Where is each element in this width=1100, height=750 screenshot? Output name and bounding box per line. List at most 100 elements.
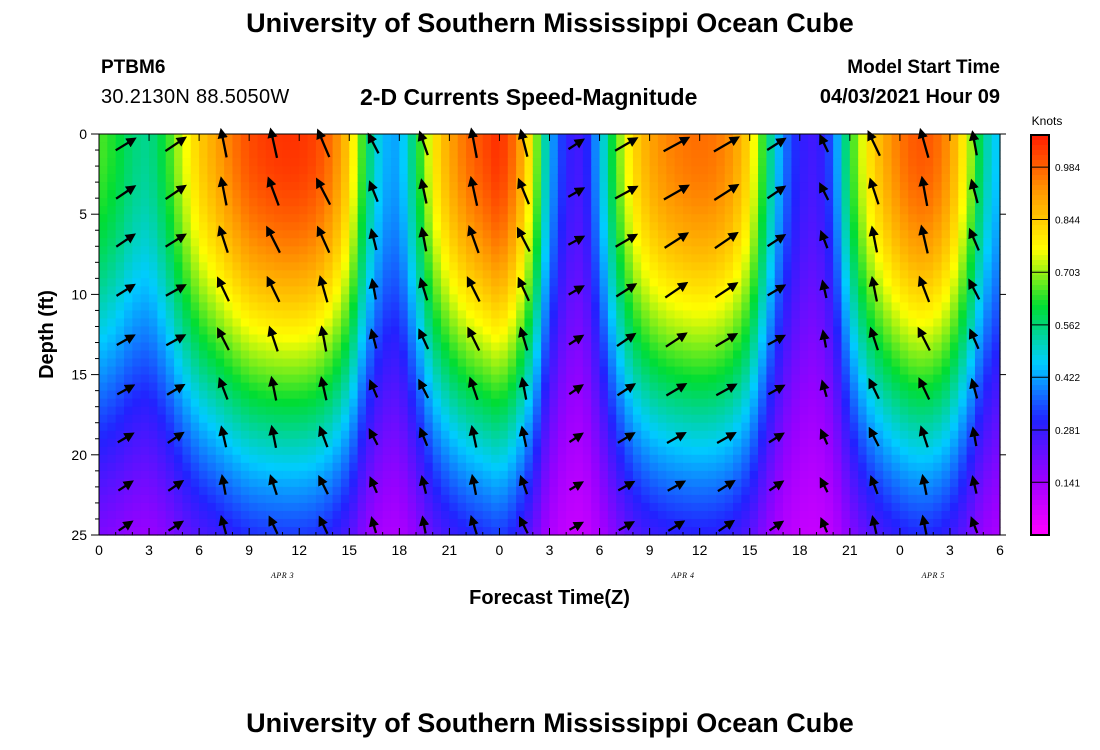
heatmap-cell	[674, 502, 684, 512]
heatmap-cell	[833, 310, 843, 320]
heatmap-cell	[524, 190, 534, 199]
heatmap-cell	[182, 454, 192, 464]
heatmap-cell	[899, 406, 909, 416]
heatmap-cell	[365, 158, 375, 167]
heatmap-cell	[866, 502, 876, 512]
heatmap-cell	[766, 390, 776, 400]
heatmap-cell	[549, 206, 559, 215]
heatmap-cell	[908, 198, 918, 207]
heatmap-cell	[582, 430, 592, 440]
heatmap-cell	[607, 158, 617, 167]
heatmap-cell	[858, 270, 868, 279]
heatmap-cell	[566, 166, 576, 175]
heatmap-cell	[140, 422, 150, 432]
heatmap-cell	[365, 462, 375, 472]
heatmap-cell	[274, 190, 284, 199]
heatmap-cell	[149, 422, 158, 432]
heatmap-cell	[199, 206, 209, 215]
heatmap-cell	[282, 374, 292, 384]
heatmap-cell	[507, 230, 517, 239]
heatmap-cell	[290, 470, 300, 480]
heatmap-cell	[849, 166, 859, 175]
heatmap-cell	[399, 358, 409, 368]
heatmap-cell	[891, 374, 901, 384]
heatmap-cell	[307, 158, 317, 167]
heatmap-cell	[390, 438, 400, 448]
heatmap-cell	[674, 374, 684, 384]
heatmap-cell	[733, 158, 742, 167]
heatmap-cell	[199, 518, 209, 528]
heatmap-cell	[182, 414, 192, 424]
heatmap-cell	[157, 286, 167, 295]
heatmap-cell	[382, 326, 392, 336]
heatmap-cell	[682, 206, 692, 215]
heatmap-cell	[808, 166, 818, 175]
heatmap-cell	[224, 382, 234, 392]
heatmap-cell	[149, 270, 158, 279]
heatmap-cell	[791, 366, 801, 376]
heatmap-cell	[182, 198, 192, 207]
heatmap-cell	[774, 462, 784, 472]
heatmap-cell	[708, 350, 717, 360]
heatmap-cell	[224, 486, 234, 496]
heatmap-cell	[657, 254, 667, 263]
heatmap-cell	[833, 510, 843, 520]
heatmap-cell	[290, 366, 300, 376]
heatmap-cell	[833, 318, 843, 328]
heatmap-cell	[699, 494, 709, 504]
heatmap-cell	[382, 382, 392, 392]
heatmap-cell	[165, 190, 175, 199]
heatmap-cell	[290, 206, 300, 215]
heatmap-cell	[582, 438, 592, 448]
heatmap-cell	[132, 254, 142, 263]
heatmap-cell	[424, 206, 434, 215]
heatmap-cell	[833, 478, 843, 488]
heatmap-cell	[99, 174, 108, 183]
heatmap-cell	[416, 214, 425, 223]
heatmap-cell	[741, 518, 751, 528]
heatmap-cell	[457, 134, 467, 143]
heatmap-cell	[340, 270, 350, 279]
heatmap-cell	[691, 302, 701, 312]
heatmap-cell	[149, 446, 158, 456]
heatmap-cell	[107, 270, 117, 279]
heatmap-cell	[115, 502, 125, 512]
heatmap-cell	[474, 526, 484, 536]
heatmap-cell	[407, 214, 417, 223]
heatmap-cell	[799, 246, 809, 255]
heatmap-cell	[441, 454, 450, 464]
heatmap-cell	[666, 518, 676, 528]
heatmap-cell	[724, 214, 734, 223]
heatmap-cell	[808, 430, 818, 440]
heatmap-cell	[124, 446, 133, 456]
heatmap-cell	[149, 150, 158, 159]
heatmap-cell	[858, 150, 868, 159]
heatmap-cell	[199, 182, 209, 191]
heatmap-cell	[749, 518, 759, 528]
heatmap-cell	[774, 302, 784, 312]
heatmap-cell	[574, 358, 584, 368]
heatmap-cell	[207, 302, 217, 312]
heatmap-cell	[632, 398, 642, 408]
heatmap-cell	[482, 510, 492, 520]
heatmap-cell	[124, 198, 133, 207]
heatmap-cell	[332, 422, 342, 432]
heatmap-cell	[749, 294, 759, 304]
heatmap-cell	[691, 430, 701, 440]
heatmap-cell	[349, 494, 359, 504]
heatmap-cell	[257, 134, 267, 143]
heatmap-cell	[532, 206, 542, 215]
heatmap-cell	[507, 198, 517, 207]
heatmap-cell	[224, 462, 234, 472]
heatmap-cell	[324, 302, 334, 312]
heatmap-cell	[432, 294, 442, 304]
heatmap-cell	[824, 454, 834, 464]
heatmap-cell	[349, 238, 359, 247]
heatmap-cell	[349, 350, 359, 360]
heatmap-cell	[357, 382, 367, 392]
heatmap-cell	[624, 350, 634, 360]
heatmap-cell	[599, 462, 609, 472]
heatmap-cell	[232, 150, 242, 159]
heatmap-cell	[232, 486, 242, 496]
heatmap-cell	[507, 358, 517, 368]
